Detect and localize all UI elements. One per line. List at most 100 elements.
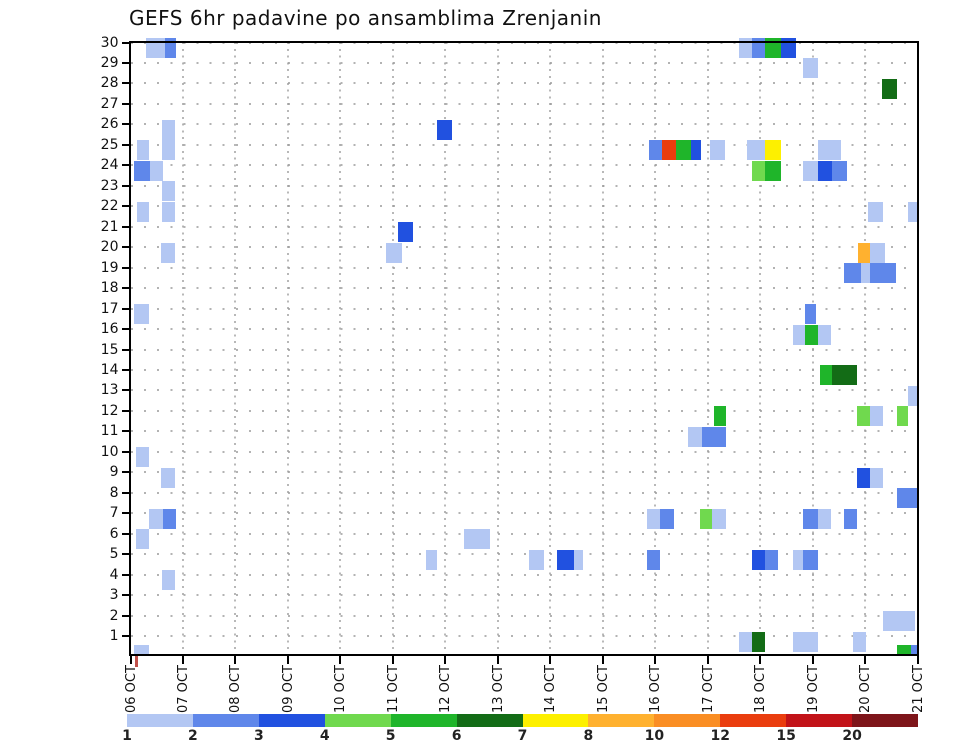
y-axis-tick xyxy=(121,205,131,208)
heatmap-cell xyxy=(752,631,766,652)
colorbar-segment xyxy=(522,714,589,727)
heatmap-cell xyxy=(160,467,176,488)
heatmap-cell xyxy=(660,508,674,529)
heatmap-cell xyxy=(858,242,871,263)
heatmap-cell xyxy=(711,508,726,529)
x-axis-label: 19 OCT xyxy=(805,665,821,713)
y-axis-tick xyxy=(121,532,131,535)
heatmap-cell xyxy=(857,467,871,488)
heatmap-cell xyxy=(870,263,897,284)
run-time-marker xyxy=(134,655,138,667)
heatmap-cell xyxy=(135,447,149,468)
y-axis-label: 8 xyxy=(109,484,119,501)
y-axis-tick xyxy=(121,82,131,85)
x-axis-label: 17 OCT xyxy=(700,665,716,713)
x-axis-tick xyxy=(286,655,289,664)
y-axis-label: 13 xyxy=(100,382,119,399)
y-axis-label: 3 xyxy=(109,587,119,604)
heatmap-cell xyxy=(867,201,884,222)
grid-hline xyxy=(130,266,918,269)
y-axis-label: 23 xyxy=(100,177,119,194)
y-axis-label: 24 xyxy=(100,157,119,174)
heatmap-cell xyxy=(647,549,661,570)
heatmap-cell xyxy=(137,140,149,161)
colorbar-label: 8 xyxy=(583,728,594,742)
grid-hline xyxy=(130,287,918,290)
heatmap-cell xyxy=(882,78,897,99)
heatmap-cell xyxy=(164,38,177,58)
grid-vline xyxy=(444,41,447,656)
y-axis-label: 1 xyxy=(109,628,119,645)
colorbar-label: 12 xyxy=(710,728,730,742)
y-axis-label: 7 xyxy=(109,505,119,522)
heatmap-cell xyxy=(817,324,831,345)
heatmap-cell xyxy=(803,58,818,79)
y-axis-label: 20 xyxy=(100,239,119,256)
x-axis-label: 08 OCT xyxy=(228,665,244,713)
heatmap-cell xyxy=(163,508,177,529)
x-axis-label: 18 OCT xyxy=(753,665,769,713)
grid-hline xyxy=(130,61,918,64)
heatmap-cell xyxy=(746,140,766,161)
heatmap-cell xyxy=(386,242,402,263)
y-axis-tick xyxy=(121,328,131,331)
heatmap-cell xyxy=(803,549,818,570)
colorbar-label: 7 xyxy=(517,728,528,742)
x-axis-label: 10 OCT xyxy=(333,665,349,713)
x-axis-tick xyxy=(129,655,132,664)
y-axis-tick xyxy=(121,307,131,310)
x-axis-tick xyxy=(759,655,762,664)
grid-hline xyxy=(130,348,918,351)
heatmap-cell xyxy=(463,529,490,550)
x-axis-label: 06 OCT xyxy=(123,665,139,713)
heatmap-cell xyxy=(137,201,149,222)
y-axis-tick xyxy=(121,594,131,597)
grid-hline xyxy=(130,430,918,433)
grid-hline xyxy=(130,82,918,85)
heatmap-cell xyxy=(573,549,583,570)
y-axis-label: 4 xyxy=(109,566,119,583)
heatmap-cell xyxy=(425,549,438,570)
y-axis-tick xyxy=(121,430,131,433)
y-axis-tick xyxy=(121,635,131,638)
heatmap-cell xyxy=(150,160,164,181)
grid-hline xyxy=(130,512,918,515)
heatmap-cell xyxy=(134,160,151,181)
grid-vline xyxy=(549,41,552,656)
grid-vline xyxy=(654,41,657,656)
colorbar-segment xyxy=(588,714,655,727)
colorbar-segment xyxy=(654,714,721,727)
grid-hline xyxy=(130,307,918,310)
heatmap-cell xyxy=(765,549,779,570)
heatmap-cell xyxy=(135,529,149,550)
heatmap-cell xyxy=(861,263,871,284)
heatmap-cell xyxy=(844,508,858,529)
x-axis-tick xyxy=(601,655,604,664)
grid-hline xyxy=(130,594,918,597)
y-axis-label: 2 xyxy=(109,607,119,624)
heatmap-cell xyxy=(739,38,753,58)
grid-hline xyxy=(130,102,918,105)
heatmap-cell xyxy=(883,611,915,632)
heatmap-cell xyxy=(161,181,176,202)
colorbar-segment xyxy=(456,714,523,727)
y-axis-tick xyxy=(121,143,131,146)
heatmap-cell xyxy=(765,140,782,161)
heatmap-cell xyxy=(134,304,149,325)
heatmap-cell xyxy=(870,467,884,488)
y-axis-label: 21 xyxy=(100,218,119,235)
y-axis-label: 17 xyxy=(100,300,119,317)
heatmap-cell xyxy=(908,201,918,222)
colorbar xyxy=(127,714,919,727)
grid-hline xyxy=(130,389,918,392)
y-axis-tick xyxy=(121,471,131,474)
y-axis-tick xyxy=(121,287,131,290)
y-axis-tick xyxy=(121,491,131,494)
y-axis-tick xyxy=(121,266,131,269)
heatmap-cell xyxy=(699,508,712,529)
x-axis-label: 20 OCT xyxy=(858,665,874,713)
heatmap-cell xyxy=(752,38,766,58)
grid-hline xyxy=(130,164,918,167)
y-axis-label: 29 xyxy=(100,54,119,71)
